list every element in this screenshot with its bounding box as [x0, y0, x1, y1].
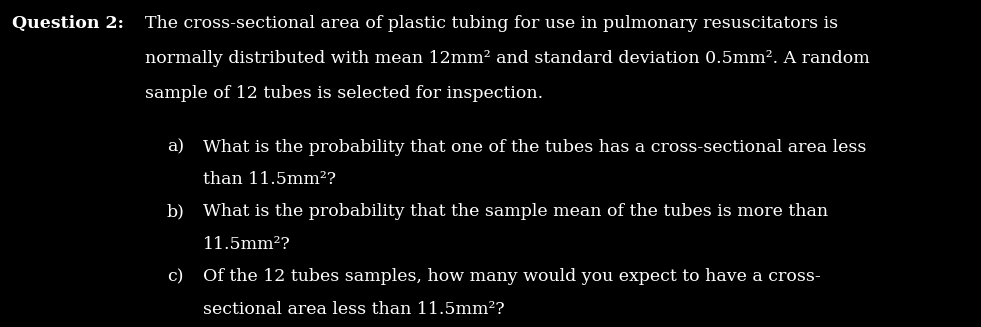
Text: than 11.5mm²?: than 11.5mm²? — [203, 171, 336, 188]
Text: sectional area less than 11.5mm²?: sectional area less than 11.5mm²? — [203, 301, 504, 318]
Text: c): c) — [167, 268, 183, 285]
Text: Question 2:: Question 2: — [12, 15, 124, 32]
Text: normally distributed with mean 12mm² and standard deviation 0.5mm². A random: normally distributed with mean 12mm² and… — [145, 50, 870, 67]
Text: What is the probability that the sample mean of the tubes is more than: What is the probability that the sample … — [203, 203, 828, 220]
Text: b): b) — [167, 203, 184, 220]
Text: a): a) — [167, 139, 183, 156]
Text: The cross-sectional area of plastic tubing for use in pulmonary resuscitators is: The cross-sectional area of plastic tubi… — [145, 15, 839, 32]
Text: 11.5mm²?: 11.5mm²? — [203, 236, 290, 253]
Text: sample of 12 tubes is selected for inspection.: sample of 12 tubes is selected for inspe… — [145, 85, 543, 102]
Text: What is the probability that one of the tubes has a cross-sectional area less: What is the probability that one of the … — [203, 139, 866, 156]
Text: Of the 12 tubes samples, how many would you expect to have a cross-: Of the 12 tubes samples, how many would … — [203, 268, 821, 285]
